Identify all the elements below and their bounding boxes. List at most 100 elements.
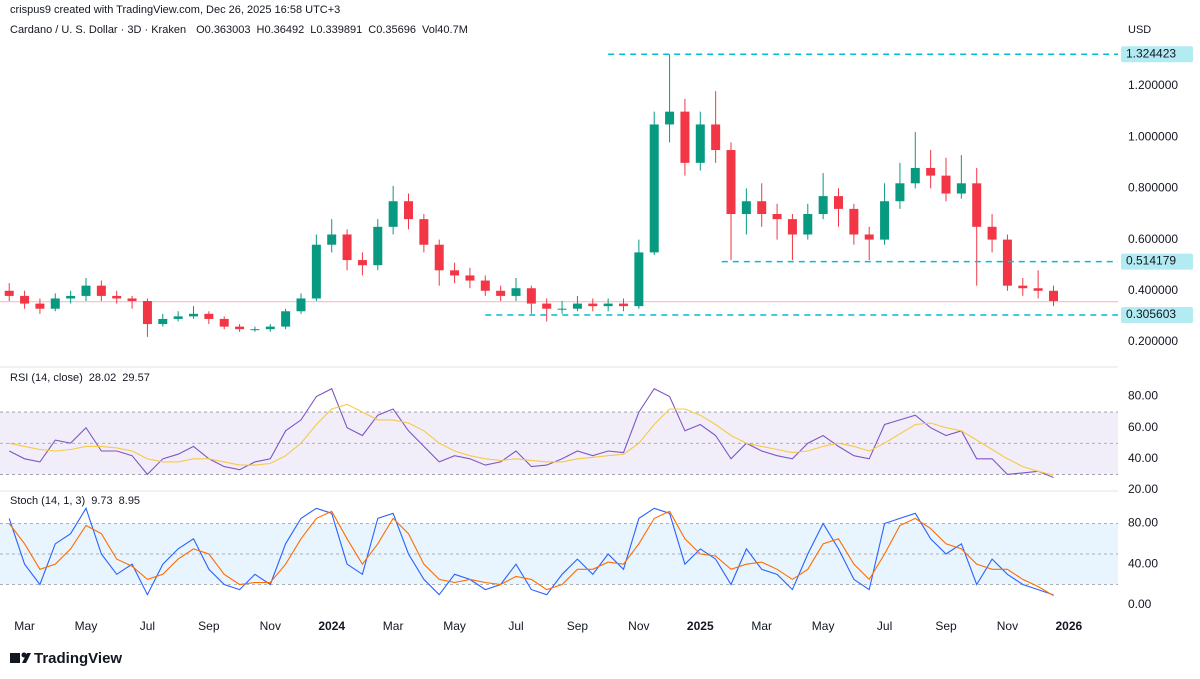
level-label-box (1121, 46, 1193, 63)
candle-body (50, 298, 60, 309)
y-tick-label: 80.00 (1128, 389, 1158, 403)
candle-body (649, 124, 659, 253)
logo-icon (21, 652, 27, 658)
candle-body (941, 175, 951, 194)
ohlc-value: 0.36492 (264, 24, 304, 36)
y-tick-label: 20.00 (1128, 482, 1158, 496)
candle-body (20, 295, 30, 304)
candle-body (787, 219, 797, 235)
candle-body (741, 201, 751, 215)
y-tick-label: 0.400000 (1128, 283, 1178, 297)
indicator-line (8, 510, 1054, 597)
candle-body (357, 260, 367, 266)
x-tick-label: May (812, 619, 835, 633)
candle-body (4, 290, 14, 296)
y-tick-label: 0.00 (1128, 597, 1152, 611)
indicator-line (8, 387, 1054, 479)
candle-body (419, 219, 429, 245)
candle-body (864, 234, 874, 240)
candle-body (450, 270, 460, 276)
x-tick-label: Jul (140, 619, 155, 633)
brand: TradingView (34, 650, 122, 667)
candle-body (66, 295, 76, 299)
pane-value: 29.57 (122, 372, 150, 384)
candle-body (849, 208, 859, 235)
candle-body (127, 298, 137, 302)
logo: TradingView (10, 650, 122, 667)
pane-value: 8.95 (119, 495, 140, 507)
candle-body (189, 313, 198, 317)
x-tick-label: Mar (14, 619, 35, 633)
candle-body (511, 288, 521, 296)
pane-title: RSI (14, close) (10, 372, 83, 384)
level-label-box (1121, 306, 1193, 323)
candle-body (526, 288, 536, 304)
ohlc-label: C (368, 24, 376, 36)
x-tick-label: 2025 (687, 619, 714, 633)
credit: crispus9 created with TradingView.com, D… (10, 4, 340, 16)
candle-body (327, 234, 337, 245)
ohlc-value: 0.339891 (316, 24, 362, 36)
candle-body (434, 244, 444, 271)
candle-body (173, 316, 183, 319)
y-tick-label: 60.00 (1128, 420, 1158, 434)
candle-body (910, 167, 920, 184)
candle-body (96, 285, 106, 296)
y-tick-label: 1.200000 (1128, 78, 1178, 92)
x-tick-label: Mar (751, 619, 772, 633)
candle-body (219, 318, 229, 327)
candle-body (572, 303, 582, 309)
symbol: Cardano / U. S. Dollar · 3D · Kraken (10, 24, 186, 36)
candle-body (296, 298, 306, 312)
x-tick-label: Mar (383, 619, 404, 633)
candle-body (588, 303, 598, 307)
ohlc-value: 0.35696 (376, 24, 416, 36)
candle-body (1002, 239, 1012, 286)
candle-body (880, 201, 890, 240)
pane-value: 28.02 (89, 372, 117, 384)
candle-body (634, 252, 644, 307)
ohlc-label: O (196, 24, 205, 36)
x-tick-label: Sep (198, 619, 220, 633)
candle-body (665, 111, 675, 125)
candle-body (81, 285, 91, 296)
candle-body (619, 303, 628, 307)
candle-body (480, 280, 490, 291)
y-tick-label: 1.000000 (1128, 129, 1178, 143)
candle-body (603, 303, 613, 307)
candle-body (235, 326, 245, 330)
x-tick-label: Jul (508, 619, 523, 633)
candle-body (281, 311, 291, 327)
currency: USD (1128, 24, 1151, 36)
candle-body (772, 214, 782, 220)
candle-body (711, 124, 721, 151)
candle-body (1033, 288, 1043, 291)
candle-body (35, 303, 45, 309)
candle-body (680, 111, 690, 163)
x-tick-label: 2024 (318, 619, 345, 633)
candle-body (311, 244, 321, 299)
y-tick-label: 40.00 (1128, 451, 1158, 465)
level-label: 0.514179 (1126, 254, 1176, 268)
candle-body (1049, 290, 1058, 302)
ohlc-value: 40.7M (437, 24, 468, 36)
candle-body (404, 201, 413, 220)
candle-body (388, 201, 398, 227)
x-tick-label: Jul (877, 619, 892, 633)
x-tick-label: Sep (567, 619, 589, 633)
y-tick-label: 80.00 (1128, 516, 1158, 530)
candle-body (250, 329, 260, 331)
logo-icon (10, 653, 20, 663)
x-tick-label: Nov (260, 619, 281, 633)
x-tick-label: Sep (935, 619, 957, 633)
y-tick-label: 0.800000 (1128, 181, 1178, 195)
candle-body (757, 201, 767, 215)
candle-body (926, 167, 936, 176)
ohlc-value: 0.363003 (205, 24, 251, 36)
ohlc-label: Vol (422, 24, 437, 36)
y-tick-label: 40.00 (1128, 556, 1158, 570)
candle-body (373, 226, 383, 266)
x-tick-label: May (443, 619, 466, 633)
candle-body (158, 318, 168, 325)
